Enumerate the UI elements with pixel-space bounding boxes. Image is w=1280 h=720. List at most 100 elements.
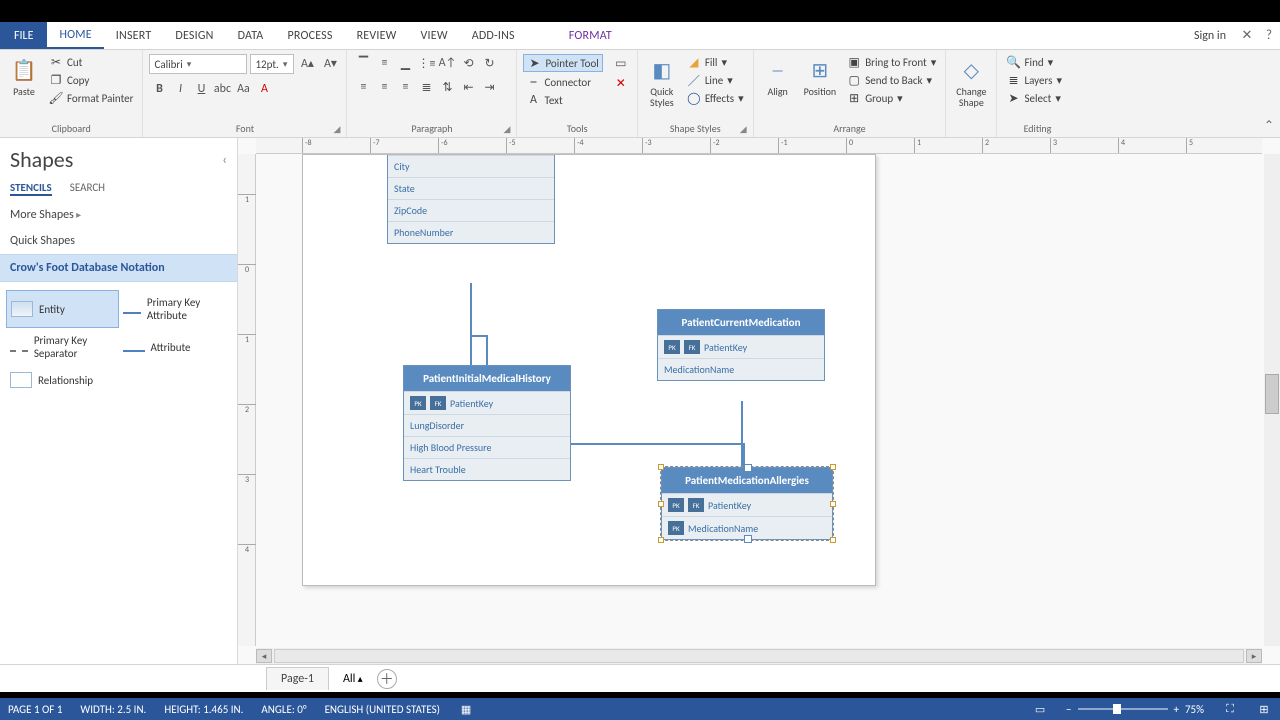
send-to-back-button[interactable]: ▢Send to Back▾: [844, 72, 939, 88]
drawing-page[interactable]: City State ZipCode PhoneNumber PatientIn…: [302, 154, 876, 586]
grow-font-button[interactable]: A▴: [297, 54, 317, 72]
copy-button[interactable]: ❐Copy: [46, 72, 136, 88]
line-button[interactable]: ／Line▾: [684, 72, 747, 88]
strike-button[interactable]: abc: [212, 80, 232, 98]
collapse-ribbon-icon[interactable]: ⌃: [1264, 118, 1274, 133]
select-button[interactable]: ➤Select▾: [1003, 90, 1065, 106]
bullets-button[interactable]: ⋮≡: [416, 54, 436, 72]
stencils-tab[interactable]: STENCILS: [10, 181, 52, 196]
presentation-icon[interactable]: ▭: [1032, 701, 1048, 717]
vertical-scrollbar[interactable]: [1264, 154, 1280, 646]
tab-insert[interactable]: INSERT: [104, 22, 164, 49]
shape-pk-separator[interactable]: Primary Key Separator: [6, 328, 119, 366]
zoom-knob[interactable]: [1113, 704, 1121, 714]
file-tab[interactable]: FILE: [0, 22, 47, 49]
orientation-button[interactable]: ⟲: [458, 54, 478, 72]
tab-view[interactable]: VIEW: [409, 22, 460, 49]
search-tab[interactable]: SEARCH: [70, 181, 105, 196]
align-middle-button[interactable]: ≡: [374, 54, 394, 72]
increase-font-button[interactable]: A↑: [437, 54, 457, 72]
italic-button[interactable]: I: [170, 80, 190, 98]
selection-handle[interactable]: [658, 501, 664, 507]
connector-1c[interactable]: [486, 335, 488, 365]
scroll-thumb[interactable]: [1265, 374, 1279, 414]
format-painter-button[interactable]: 🖌Format Painter: [46, 90, 136, 106]
group-button[interactable]: ⊞Group▾: [844, 90, 939, 106]
tab-design[interactable]: DESIGN: [163, 22, 225, 49]
align-bottom-button[interactable]: ▁: [395, 54, 415, 72]
entity-patient-top[interactable]: City State ZipCode PhoneNumber: [387, 155, 555, 244]
tab-review[interactable]: REVIEW: [345, 22, 409, 49]
rotate-text-button[interactable]: ↻: [479, 54, 499, 72]
font-size-combo[interactable]: 12pt.▾: [250, 54, 294, 74]
bring-to-front-button[interactable]: ▣Bring to Front▾: [844, 54, 939, 70]
tab-home[interactable]: HOME: [47, 22, 103, 49]
page-tab-1[interactable]: Page-1: [266, 667, 329, 690]
bold-button[interactable]: B: [149, 80, 169, 98]
decrease-indent-button[interactable]: ⇤: [458, 78, 478, 96]
align-center-button[interactable]: ≡: [374, 78, 394, 96]
tab-process[interactable]: PROCESS: [275, 22, 344, 49]
shrink-font-button[interactable]: A▾: [320, 54, 340, 72]
change-shape-button[interactable]: ◇Change Shape: [952, 54, 990, 110]
page-tab-all[interactable]: All: [343, 672, 363, 686]
add-page-button[interactable]: ＋: [377, 669, 397, 689]
selection-handle[interactable]: [830, 501, 836, 507]
entity-history[interactable]: PatientInitialMedicalHistory PKFKPatient…: [403, 365, 571, 481]
zoom-slider[interactable]: [1078, 708, 1168, 710]
position-button[interactable]: ⊞Position: [800, 54, 841, 99]
scroll-left-icon[interactable]: ◂: [256, 649, 272, 663]
fit-page-icon[interactable]: ⛶: [1222, 701, 1238, 717]
align-right-button[interactable]: ≡: [395, 78, 415, 96]
text-tool-button[interactable]: AText: [523, 92, 602, 108]
line-spacing-button[interactable]: ⇅: [437, 78, 457, 96]
entity-current-med[interactable]: PatientCurrentMedication PKFKPatientKey …: [657, 309, 825, 381]
tab-addins[interactable]: ADD-INS: [460, 22, 527, 49]
sign-in-link[interactable]: Sign in: [1184, 22, 1236, 49]
shape-attribute[interactable]: Attribute: [119, 328, 232, 366]
pointer-tool-button[interactable]: ➤Pointer Tool: [523, 54, 602, 72]
justify-button[interactable]: ≣: [416, 78, 436, 96]
close-icon[interactable]: ✕: [1236, 22, 1258, 49]
stencil-crowsfoot[interactable]: Crow's Foot Database Notation: [0, 254, 237, 282]
cut-button[interactable]: ✂Cut: [46, 54, 136, 70]
connector-1[interactable]: [470, 283, 472, 367]
rectangle-tool-button[interactable]: ▭: [611, 54, 631, 72]
tab-format[interactable]: FORMAT: [557, 22, 624, 49]
zoom-control[interactable]: − + 75%: [1066, 703, 1204, 716]
scroll-right-icon[interactable]: ▸: [1246, 649, 1262, 663]
underline-button[interactable]: U: [191, 80, 211, 98]
shape-pk-attribute[interactable]: Primary Key Attribute: [119, 290, 232, 328]
launcher-icon[interactable]: ◢: [504, 124, 511, 135]
selection-handle[interactable]: [658, 464, 664, 470]
zoom-in-icon[interactable]: +: [1174, 703, 1179, 716]
font-name-combo[interactable]: Calibri▾: [149, 54, 247, 74]
effects-button[interactable]: ◯Effects▾: [684, 90, 747, 106]
quick-shapes-button[interactable]: Quick Shapes: [0, 228, 237, 254]
help-icon[interactable]: ?: [1258, 22, 1280, 49]
scroll-track[interactable]: [274, 649, 1244, 663]
align-left-button[interactable]: ≡: [353, 78, 373, 96]
align-button[interactable]: ⎯Align: [760, 54, 796, 99]
collapse-shapes-icon[interactable]: ‹: [222, 151, 227, 168]
connector-2[interactable]: [571, 443, 743, 445]
zoom-value[interactable]: 75%: [1185, 703, 1204, 716]
quick-styles-button[interactable]: ◧ Quick Styles: [644, 54, 680, 110]
more-shapes-button[interactable]: More Shapes: [10, 208, 81, 222]
tab-data[interactable]: DATA: [226, 22, 276, 49]
launcher-icon[interactable]: ◢: [334, 124, 341, 135]
align-top-button[interactable]: ▔: [353, 54, 373, 72]
fill-button[interactable]: ◢Fill▾: [684, 54, 747, 70]
pan-zoom-icon[interactable]: ⊞: [1256, 701, 1272, 717]
shape-relationship[interactable]: Relationship: [6, 366, 119, 394]
delete-tool-button[interactable]: ✕: [611, 74, 631, 92]
increase-indent-button[interactable]: ⇥: [479, 78, 499, 96]
find-button[interactable]: 🔍Find▾: [1003, 54, 1065, 70]
status-language[interactable]: ENGLISH (UNITED STATES): [325, 703, 440, 716]
zoom-out-icon[interactable]: −: [1066, 703, 1071, 716]
case-button[interactable]: Aa: [233, 80, 253, 98]
horizontal-scrollbar[interactable]: ◂ ▸: [256, 648, 1262, 664]
macro-icon[interactable]: ▦: [458, 701, 474, 717]
shape-entity[interactable]: Entity: [6, 290, 119, 328]
connector-tool-button[interactable]: ⎯Connector: [523, 74, 602, 90]
